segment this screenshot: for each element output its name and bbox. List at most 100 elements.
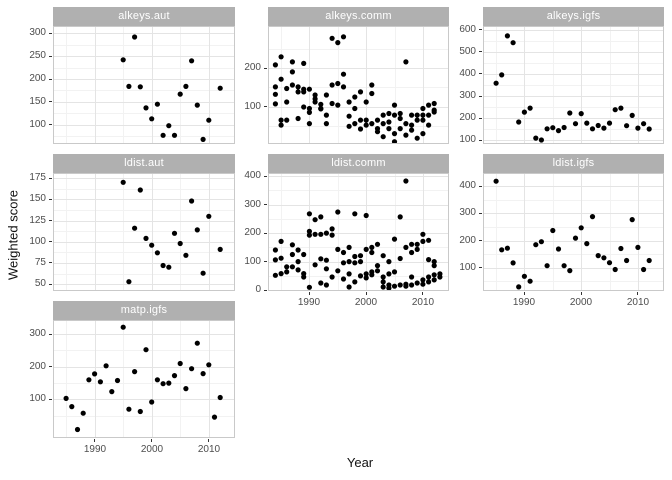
y-tick-mark [479,96,482,97]
data-point [160,262,166,269]
data-point [426,122,432,128]
data-point [149,399,155,405]
y-tick-mark [49,262,52,263]
y-tick-label: 200 [29,73,46,84]
data-point [346,123,352,129]
data-point [346,259,352,265]
data-point [369,82,375,88]
data-point [646,257,652,264]
data-point [149,116,155,122]
data-point [538,137,544,143]
data-point [295,259,301,265]
data-point [340,276,347,282]
data-point [103,363,109,369]
data-point [369,90,375,97]
data-point [306,232,312,238]
y-tick-mark [49,241,52,242]
data-point [363,117,369,123]
data-point [200,270,206,276]
data-point [380,112,386,118]
data-point [278,238,284,244]
y-tick-mark [49,101,52,102]
data-point [555,128,562,134]
x-tick-label: 2000 [140,444,164,455]
data-point [306,105,312,112]
data-point [357,273,364,279]
data-point [301,274,307,280]
data-point [363,212,369,219]
data-point [137,84,143,90]
data-point [612,266,618,273]
facet-strip: ldist.aut [53,154,235,173]
x-tick-label: 2000 [354,297,378,308]
data-point [306,284,312,290]
data-point [391,112,398,118]
y-tick-mark [49,33,52,34]
data-point [295,115,301,122]
y-tick-label: 200 [244,62,261,73]
y-tick-mark [479,267,482,268]
y-tick-mark [479,118,482,119]
data-point [329,100,335,107]
y-tick-label: 150 [29,96,46,107]
data-point [386,259,392,265]
data-point [635,244,641,250]
data-point [346,99,352,105]
data-point [357,253,364,259]
data-point [414,135,420,141]
data-point [318,280,324,286]
y-tick-label: 200 [459,235,476,246]
y-tick-label: 300 [244,199,261,210]
data-point [606,260,613,266]
data-point [420,238,426,244]
y-tick-mark [479,240,482,241]
data-point [312,217,318,223]
data-point [397,126,403,132]
data-point [346,284,352,290]
data-point [561,124,567,131]
data-point [323,112,329,118]
data-point [211,414,218,420]
y-tick-label: 100 [459,134,476,145]
data-point [380,134,386,140]
data-point [386,110,392,117]
facet-strip: ldist.comm [268,154,449,173]
data-point [363,271,369,277]
data-point [624,257,630,264]
data-point [357,117,364,123]
data-point [183,83,189,89]
data-point [606,120,613,126]
data-point [160,132,166,138]
data-point [194,102,200,108]
y-tick-label: 250 [29,50,46,61]
data-point [346,113,352,119]
data-point [278,76,284,82]
data-point [183,386,189,392]
x-tick-mark [524,292,525,295]
data-point [403,283,409,289]
y-tick-mark [49,56,52,57]
x-tick-mark [94,439,95,442]
y-tick-label: 500 [459,46,476,57]
data-point [516,284,522,290]
data-point [374,268,381,274]
data-point [380,253,386,259]
data-point [63,395,69,401]
data-point [567,268,573,274]
data-point [510,40,516,46]
data-point [409,241,415,247]
y-tick-label: 400 [244,170,261,181]
facet-strip: alkeys.igfs [483,7,664,26]
data-point [426,112,432,118]
data-point [120,179,126,185]
data-point [340,84,347,90]
y-tick-mark [49,366,52,367]
data-point [189,366,195,372]
data-point [499,72,505,78]
data-point [595,253,601,259]
data-point [544,263,550,269]
data-point [544,126,550,132]
data-point [340,249,347,256]
y-tick-label: 300 [459,90,476,101]
